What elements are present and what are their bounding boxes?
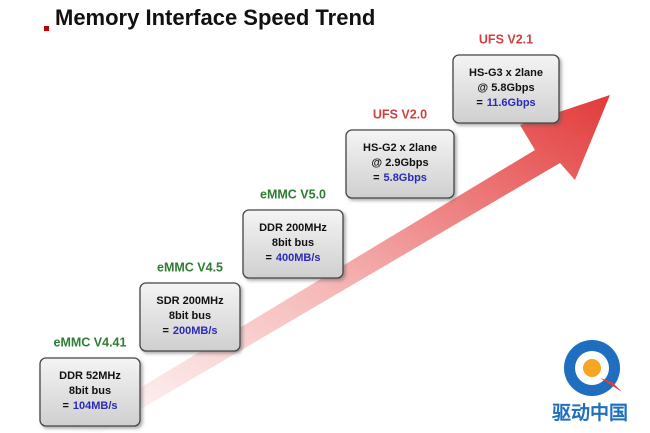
spec-line: HS-G3 x 2lane xyxy=(469,67,543,79)
spec-box xyxy=(39,357,141,427)
spec-line: DDR 200MHz xyxy=(259,222,327,234)
watermark-logo xyxy=(564,340,622,396)
version-label: eMMC V4.5 xyxy=(157,260,223,274)
spec-box xyxy=(242,209,344,279)
speed-prefix: = xyxy=(162,325,168,337)
speed-value: 104MB/s xyxy=(73,400,118,412)
speed-value: 11.6Gbps xyxy=(487,97,536,109)
spec-line: 8bit bus xyxy=(272,237,314,249)
spec-line: DDR 52MHz xyxy=(59,370,121,382)
speed-prefix: = xyxy=(62,400,68,412)
title-bullet xyxy=(44,26,49,31)
speed-value: 5.8Gbps xyxy=(384,172,427,184)
version-label: UFS V2.1 xyxy=(479,32,533,46)
speed-prefix: = xyxy=(373,172,379,184)
spec-box xyxy=(139,282,241,352)
spec-line: @ 2.9Gbps xyxy=(371,157,428,169)
watermark-text: 驱动中国 xyxy=(552,401,628,424)
spec-line: HS-G2 x 2lane xyxy=(363,142,437,154)
spec-line: @ 5.8Gbps xyxy=(477,82,534,94)
spec-box xyxy=(345,129,455,199)
speed-value: 400MB/s xyxy=(276,252,321,264)
version-label: eMMC V5.0 xyxy=(260,187,326,201)
spec-line: 8bit bus xyxy=(169,310,211,322)
speed-line: = 11.6Gbps xyxy=(476,97,535,109)
title: Memory Interface Speed Trend xyxy=(55,5,375,30)
spec-box xyxy=(452,54,560,124)
speed-line: = 400MB/s xyxy=(265,252,320,264)
speed-line: = 5.8Gbps xyxy=(373,172,427,184)
speed-line: = 200MB/s xyxy=(162,325,217,337)
spec-line: SDR 200MHz xyxy=(156,295,224,307)
speed-value: 200MB/s xyxy=(173,325,218,337)
speed-line: = 104MB/s xyxy=(62,400,117,412)
spec-line: 8bit bus xyxy=(69,385,111,397)
version-label: UFS V2.0 xyxy=(373,107,427,121)
speed-prefix: = xyxy=(476,97,482,109)
version-label: eMMC V4.41 xyxy=(54,335,127,349)
speed-prefix: = xyxy=(265,252,271,264)
